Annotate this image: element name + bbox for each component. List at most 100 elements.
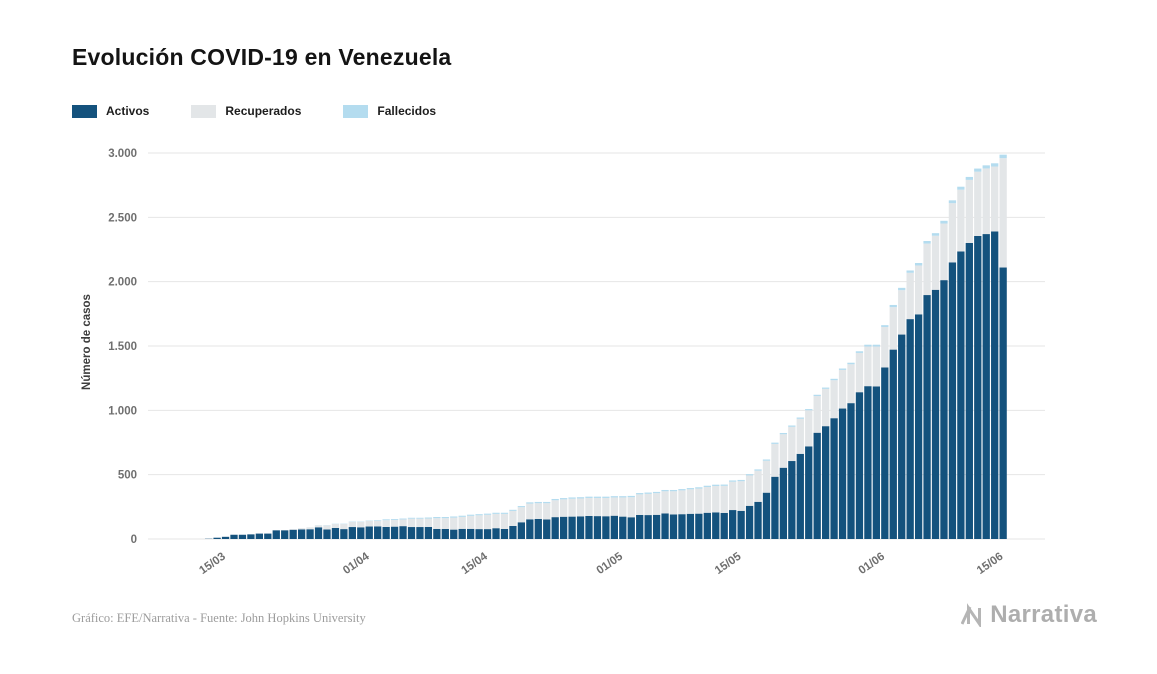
bar-segment-recuperados [543,503,551,520]
bar-segment-activos [593,516,602,539]
y-tick-label: 2.000 [108,277,137,289]
bar-segment-recuperados [771,443,779,477]
legend-label-recuperados: Recuperados [225,104,302,118]
bar-segment-fallecidos [627,495,635,498]
bar-segment-fallecidos [602,496,610,498]
bar-segment-activos [661,513,669,539]
bar-segment-activos [889,349,897,539]
bar-segment-fallecidos [788,425,796,427]
bar-segment-activos [627,517,635,539]
bar-segment-activos [433,528,441,539]
bar-segment-fallecidos [644,492,652,494]
bar-segment-recuperados [475,515,483,530]
bar-segment-recuperados [720,485,728,513]
bar-segment-recuperados [754,470,762,502]
bar-segment-fallecidos [754,469,762,471]
x-tick-label: 15/03 [197,551,227,577]
bar-segment-activos [213,537,221,539]
bar-segment-fallecidos [686,488,695,490]
bar-segment-recuperados [940,223,948,281]
bar-segment-activos [974,235,982,539]
bar-segment-activos [559,516,568,539]
x-tick-label: 01/05 [595,550,626,577]
bar-segment-fallecidos [695,487,703,489]
y-tick-label: 1.500 [108,341,137,353]
bar-segment-recuperados [838,369,847,409]
bar-segment-recuperados [864,346,872,387]
bar-segment-activos [543,519,551,539]
bar-segment-fallecidos [568,497,576,499]
bar-segment-recuperados [407,518,416,528]
bar-segment-recuperados [948,203,957,263]
bar-segment-fallecidos [619,496,627,498]
legend-swatch-recuperados [191,104,217,118]
bar-segment-activos [365,526,373,539]
bar-segment-recuperados [796,418,804,454]
bar-segment-fallecidos [712,484,720,486]
bar-segment-activos [813,432,821,539]
bar-segment-activos [898,334,906,539]
bar-segment-fallecidos [805,409,813,411]
bar-segment-recuperados [382,520,390,527]
bar-segment-fallecidos [458,515,466,517]
legend-item-fallecidos: Fallecidos [343,104,436,118]
bar-segment-activos [745,505,754,539]
bar-segment-activos [754,501,762,539]
bar-segment-recuperados [847,364,855,404]
bar-segment-activos [281,530,289,539]
bar-segment-recuperados [982,168,990,235]
narrativa-logo-text: Narrativa [990,601,1097,628]
bar-segment-activos [399,526,407,539]
bar-segment-fallecidos [813,394,821,397]
bar-segment-activos [492,528,500,539]
bar-segment-recuperados [399,519,407,527]
bar-segment-fallecidos [543,501,551,504]
bar-segment-activos [568,516,576,539]
bar-segment-recuperados [805,410,813,447]
bar-segment-recuperados [931,235,940,290]
legend-swatch-activos [72,104,97,118]
bar-segment-fallecidos [720,484,728,486]
bar-segment-activos [855,392,864,539]
bar-segment-fallecidos [526,502,534,504]
bar-segment-recuperados [526,503,534,520]
bar-segment-recuperados [999,158,1007,268]
bar-segment-recuperados [509,510,517,527]
chart-credit: Gráfico: EFE/Narrativa - Fuente: John Ho… [72,611,366,625]
bar-segment-fallecidos [847,362,855,365]
bar-segment-fallecidos [898,287,906,291]
bar-segment-fallecidos [441,516,449,519]
bar-segment-activos [779,467,788,539]
bar-segment-recuperados [348,522,356,528]
bar-segment-fallecidos [821,387,830,389]
bar-segment-recuperados [703,487,711,513]
bar-segment-recuperados [559,499,568,517]
bar-segment-fallecidos [745,474,754,476]
bar-segment-recuperados [686,489,695,514]
bar-segment-recuperados [636,494,644,515]
bar-segment-activos [610,515,618,539]
bar-segment-recuperados [593,497,602,517]
bar-segment-activos [357,527,365,539]
y-tick-label: 2.500 [108,212,137,224]
bar-segment-recuperados [390,519,399,527]
bar-segment-recuperados [991,166,999,232]
bar-segment-recuperados [433,518,441,529]
bar-segment-fallecidos [610,496,618,498]
bar-segment-fallecidos [492,512,500,514]
bar-segment-recuperados [974,171,982,236]
legend-label-activos: Activos [106,104,150,118]
legend-label-fallecidos: Fallecidos [377,104,437,118]
chart-canvas: 0 500 1.000 1.500 2.000 2.500 3.000 15/03 01/04 1… [108,148,1045,577]
bar-segment-activos [247,534,255,539]
bar-segment-fallecidos [974,168,982,172]
bar-segment-activos [382,526,390,539]
bar-segment-recuperados [374,520,382,527]
bar-segment-recuperados [467,515,475,529]
bar-segment-activos [306,529,314,539]
bar-segment-fallecidos [450,516,458,518]
bar-segment-activos [805,446,813,539]
bar-segment-activos [551,517,559,539]
chart-area: 0 500 1.000 1.500 2.000 2.500 3.000 15/03 01/04 1… [60,140,1100,600]
bar-segment-activos [458,528,466,539]
